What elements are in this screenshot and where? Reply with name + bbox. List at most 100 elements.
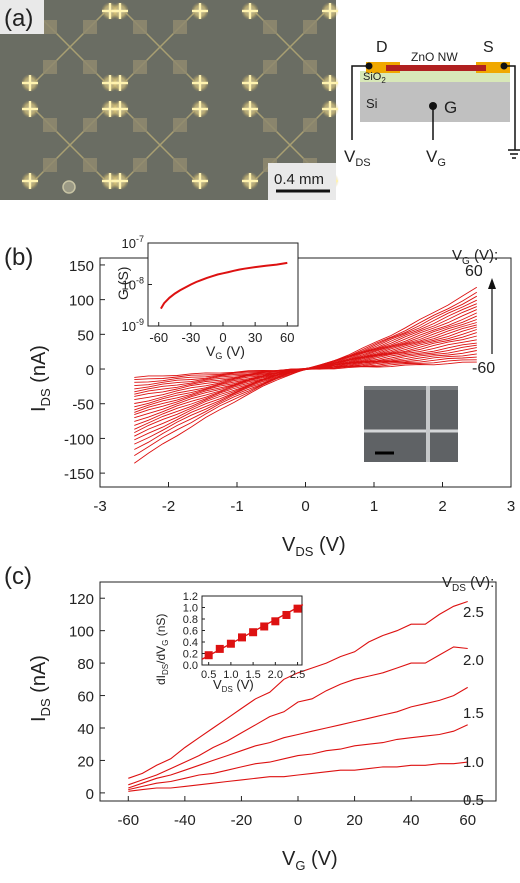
vds-terminal-label: VDS	[344, 147, 371, 169]
electrode-pad	[303, 118, 317, 132]
electrode-patterns	[21, 2, 339, 190]
panel-b-axes	[99, 257, 512, 488]
panel-b-xtick-label: 2	[438, 498, 446, 515]
panel-b-xtick-label: 0	[301, 498, 309, 515]
panel-b-ytick-label: 50	[77, 327, 94, 344]
source-electrode	[476, 62, 510, 73]
series-label: 2.5	[463, 604, 484, 621]
panel-c-ytick-label: 100	[69, 624, 94, 641]
scale-bar-label: 0.4 mm	[274, 171, 324, 188]
electrode-pad	[133, 158, 147, 172]
panel-b-inset-xlabel: VG (V)	[206, 343, 245, 361]
panel-c-inset-ytick-label: 0.4	[183, 637, 198, 649]
panel-b-legend-title: VG (V):	[452, 247, 498, 267]
panel-c-series-labels: 0.5 1.0 1.5 2.0 2.5	[463, 604, 484, 809]
panel-c-axes	[99, 581, 497, 802]
transconductance-point	[293, 604, 302, 613]
transconductance-point	[238, 633, 246, 642]
electrode-pad	[173, 118, 187, 132]
electrode-pad	[133, 60, 147, 74]
electrode-chip	[241, 2, 339, 92]
oxide-label: SiO2	[363, 71, 386, 85]
panel-b-inset-ytick-label: 10-7	[122, 234, 144, 251]
panel-b-ytick-label: -100	[64, 431, 94, 448]
drain-electrode	[366, 62, 400, 73]
legend-arrow-icon	[488, 278, 496, 354]
panel-c: (c) -60 -40 -20 0 20 40 60 0 20 40 60 80 100 120 0.5 1…	[4, 563, 497, 873]
source-wire	[504, 65, 516, 150]
panel-c-ytick-label: 80	[77, 656, 94, 673]
transconductance-point	[260, 622, 269, 631]
panel-b-curves	[134, 286, 478, 464]
panel-b-inset-ytick-label: 10-8	[122, 276, 144, 293]
electrode-pad	[133, 20, 147, 34]
iv-curve-vg	[134, 286, 478, 464]
panel-c-inset-ylabel: dIDS/dVG (nS)	[154, 614, 170, 685]
panel-b-legend-bottom: -60	[472, 360, 495, 377]
series-label: 1.0	[463, 754, 484, 771]
panel-b-xtick-label: -2	[162, 498, 175, 515]
electrode-pad	[43, 158, 57, 172]
panel-c-inset-ytick-label: 0.2	[183, 649, 198, 661]
transconductance-point	[215, 644, 224, 653]
panel-a-label: (a)	[4, 5, 33, 32]
panel-b-inset-xtick-label: 60	[280, 330, 294, 345]
panel-a-micrograph: (a) 0.4 mm	[0, 0, 339, 200]
transfer-curve	[128, 761, 468, 792]
conductance-curve	[160, 261, 288, 310]
panel-c-label: (c)	[4, 563, 32, 590]
panel-c-inset-xtick-label: 1.5	[245, 669, 260, 681]
panel-b-ytick-label: 150	[69, 258, 94, 275]
electrode-chip	[111, 2, 209, 92]
transconductance-point	[282, 610, 291, 619]
electrode-pad	[43, 60, 57, 74]
panel-c-ytick-label: 120	[69, 591, 94, 608]
electrode-pad	[303, 60, 317, 74]
panel-b-ytick-label: -150	[64, 466, 94, 483]
panel-c-inset-xtick-label: 1.0	[223, 669, 238, 681]
substrate-label: Si	[366, 96, 378, 111]
panel-c-inset-tick-labels: 0.5 1.0 1.5 2.0 2.50.00.20.40.60.81.01.2	[183, 591, 306, 681]
panel-b-label: (b)	[4, 244, 33, 271]
electrode-pad	[83, 158, 97, 172]
panel-c-ytick-label: 20	[77, 753, 94, 770]
panel-b-inset-axes	[147, 242, 299, 327]
transconductance-point	[271, 617, 280, 626]
panel-c-tick-labels: -60 -40 -20 0 20 40 60 0 20 40 60 80 100 120	[69, 591, 476, 829]
electrode-pad	[83, 60, 97, 74]
panel-b-inset-xtick-label: -60	[149, 330, 168, 345]
ground-icon	[508, 149, 520, 159]
panel-c-inset-xtick-label: 2.0	[268, 669, 283, 681]
source-label: S	[483, 39, 494, 56]
electrode-pad	[83, 118, 97, 132]
transfer-curve	[128, 686, 468, 789]
panel-c-ytick-label: 40	[77, 721, 94, 738]
panel-b: (b) -3 -2 -1 0 1 2 3 -150 -100 -50 0 50 100 150 VDS (…	[4, 234, 515, 559]
electrode-pad	[43, 20, 57, 34]
panel-c-xtick-label: 20	[346, 812, 363, 829]
panel-a-label-box	[0, 0, 44, 34]
drain-label: D	[376, 39, 388, 56]
panel-b-legend-top: 60	[465, 263, 483, 280]
panel-c-xtick-label: -20	[231, 812, 253, 829]
panel-c-curves	[128, 600, 468, 792]
panel-c-legend-title: VDS (V):	[442, 574, 494, 594]
panel-c-inset-ytick-label: 0.8	[183, 614, 198, 626]
electrode-pad	[173, 20, 187, 34]
series-label: 1.5	[463, 705, 484, 722]
electrode-chip	[21, 100, 119, 190]
electrode-pad	[263, 20, 277, 34]
panel-c-inset-points	[201, 604, 304, 660]
panel-b-xtick-label: -1	[230, 498, 243, 515]
vg-terminal-label: VG	[426, 147, 446, 169]
transconductance-point	[249, 628, 258, 637]
transfer-curve	[128, 646, 468, 786]
electrode-pad	[173, 158, 187, 172]
si-substrate	[360, 80, 510, 122]
electrode-pad	[263, 118, 277, 132]
panel-c-inset-ytick-label: 1.2	[183, 591, 198, 603]
panel-b-ytick-label: 0	[86, 362, 94, 379]
panel-b-inset-xtick-label: -30	[181, 330, 200, 345]
panel-b-inset-curve	[160, 261, 288, 310]
